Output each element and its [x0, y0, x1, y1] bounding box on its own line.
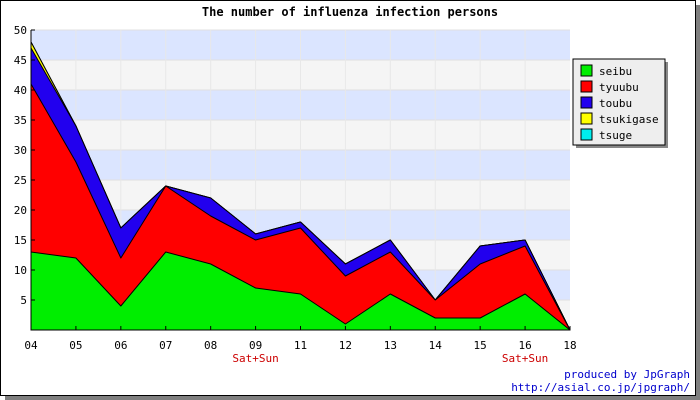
legend-label: tsukigase: [599, 113, 659, 126]
x-tick-label: 09: [249, 339, 262, 352]
y-tick-label: 30: [14, 144, 27, 157]
y-tick-label: 45: [14, 54, 27, 67]
x-tick-label: 11: [294, 339, 307, 352]
legend-swatch-seibu: [580, 64, 593, 77]
x-tick-label: 12: [339, 339, 352, 352]
x-tick-label: 18: [563, 339, 576, 352]
legend-swatch-toubu: [580, 96, 593, 109]
y-tick-label: 50: [14, 24, 27, 37]
legend-label: seibu: [599, 65, 632, 78]
x-tick-labels: 04 05 06 07 08 09 11 12 13 14 15 16 18: [24, 339, 576, 352]
x-tick-label: 05: [69, 339, 82, 352]
y-tick-label: 10: [14, 264, 27, 277]
chart-title: The number of influenza infection person…: [202, 5, 498, 19]
x-tick-label: 07: [159, 339, 172, 352]
y-tick-label: 35: [14, 114, 27, 127]
x-tick-label: 14: [429, 339, 443, 352]
area-series-seibu: [30, 251, 571, 331]
y-tick-label: 5: [20, 294, 27, 307]
legend-label: tsuge: [599, 129, 632, 142]
y-tick-labels: 5 10 15 20 25 30 35 40 45 50: [14, 24, 27, 307]
y-tick-label: 40: [14, 84, 27, 97]
legend: seibu tyuubu toubu tsukigase tsuge: [572, 58, 668, 148]
x-tick-label: 06: [114, 339, 127, 352]
credit-produced-by: produced by JpGraph: [564, 368, 690, 381]
legend-swatch-tsukigase: [580, 112, 593, 125]
series-areas: [30, 41, 571, 331]
y-tick-label: 15: [14, 234, 27, 247]
weekend-label: Sat+Sun: [502, 352, 548, 365]
y-tick-label: 20: [14, 204, 27, 217]
credit-url[interactable]: http://asial.co.jp/jpgraph/: [511, 381, 690, 394]
legend-label: toubu: [599, 97, 632, 110]
axes: [30, 29, 571, 331]
x-tick-label: 13: [384, 339, 397, 352]
weekend-label: Sat+Sun: [232, 352, 278, 365]
x-tick-label: 04: [24, 339, 38, 352]
weekend-labels: Sat+Sun Sat+Sun: [232, 352, 548, 365]
legend-swatch-tyuubu: [580, 80, 593, 93]
y-tick-label: 25: [14, 174, 27, 187]
legend-label: tyuubu: [599, 81, 639, 94]
x-tick-label: 16: [518, 339, 531, 352]
x-tick-label: 08: [204, 339, 217, 352]
x-tick-label: 15: [474, 339, 487, 352]
legend-swatch-tsuge: [580, 128, 593, 141]
